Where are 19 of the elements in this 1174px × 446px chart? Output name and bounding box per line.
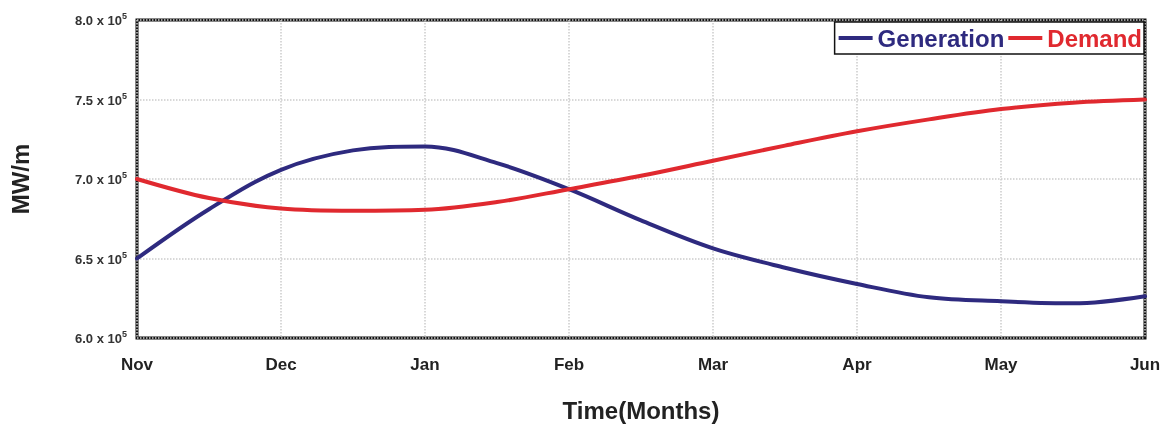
x-tick-label: Dec <box>265 355 297 374</box>
x-tick-label: Jan <box>410 355 440 374</box>
y-tick-label: 7.0 x 10$^{5}$ <box>74 169 127 187</box>
y-axis-title: MW/m <box>6 143 34 215</box>
x-tick-label: Jun <box>1129 355 1161 374</box>
line-series <box>135 144 1147 306</box>
legend-label: Generation <box>877 24 1005 52</box>
y-tick-label: 6.0 x 10$^{5}$ <box>74 328 127 346</box>
line-series <box>135 97 1147 213</box>
x-tick-label: Feb <box>553 355 585 374</box>
y-tick-label: 8.0 x 10$^{5}$ <box>74 10 127 28</box>
x-tick-label: Nov <box>120 355 154 374</box>
y-tick-label: 6.5 x 10$^{5}$ <box>74 249 127 266</box>
legend-label: Demand <box>1047 24 1142 52</box>
x-tick-label: Apr <box>842 355 873 374</box>
y-tick-label: 7.5 x 10$^{5}$ <box>74 90 127 107</box>
x-tick-label: May <box>984 355 1019 374</box>
x-axis-title: Time(Months) <box>562 396 720 424</box>
x-tick-label: Mar <box>697 355 729 374</box>
